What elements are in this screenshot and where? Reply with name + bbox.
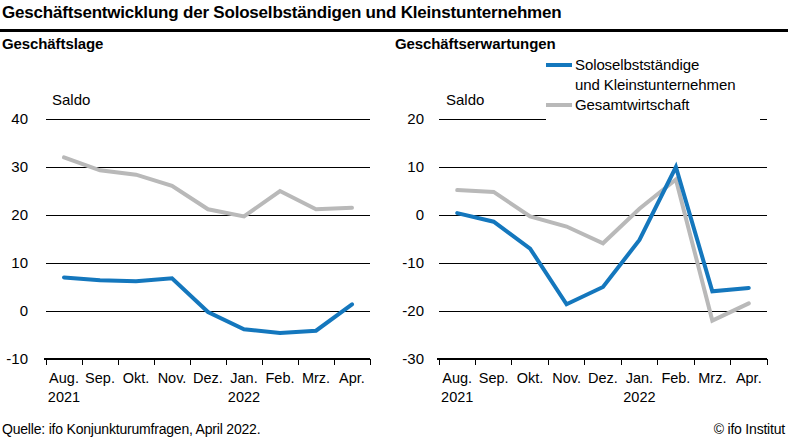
- x-tick-label: Apr.: [736, 370, 762, 386]
- series-line-gesamtwirtschaft: [64, 157, 352, 216]
- y-tick-label: -20: [402, 302, 424, 319]
- x-tick-label: Nov.: [552, 370, 581, 386]
- x-tick-label: Jan.: [230, 370, 257, 386]
- series-line-gesamtwirtschaft: [457, 179, 749, 320]
- header-rule: [0, 29, 788, 32]
- legend-item-soloselbststaendige: Soloselbstständige und Kleinstunternehme…: [546, 55, 760, 95]
- series-line-soloselbststaendige-kleinstunternehmen: [457, 167, 749, 304]
- copyright-note: © ifo Institut: [714, 421, 785, 437]
- y-tick-label: -10: [6, 350, 28, 367]
- y-tick-label: 30: [11, 158, 28, 175]
- charts-canvas: 40 30 20 10 0 -10 Aug. Sep. Okt. Nov. Dez. Jan. Feb.…: [0, 80, 788, 420]
- x-tick-label: Dez.: [193, 370, 223, 386]
- x-tick-label: Feb.: [661, 370, 690, 386]
- year-label: 2021: [441, 389, 473, 405]
- x-tick-label: Aug.: [442, 370, 472, 386]
- x-tick-label: Mrz.: [698, 370, 726, 386]
- y-tick-label: -30: [402, 350, 424, 367]
- ifo-chart-figure: Geschäftsentwicklung der Soloselbständig…: [0, 0, 788, 443]
- legend-label: Gesamtwirtschaft: [575, 95, 689, 115]
- source-note: Quelle: ifo Konjunkturumfragen, April 20…: [2, 421, 260, 437]
- year-label: 2022: [623, 389, 655, 405]
- y-tick-label: 10: [407, 158, 424, 175]
- x-tick-label: Dez.: [588, 370, 618, 386]
- y-tick-label: 20: [407, 110, 424, 127]
- x-tick-label: Sep.: [479, 370, 509, 386]
- year-label: 2021: [48, 389, 80, 405]
- x-tick-label: Jan.: [626, 370, 653, 386]
- x-tick-label: Okt.: [517, 370, 544, 386]
- y-tick-label: -10: [402, 254, 424, 271]
- x-tick-label: Nov.: [158, 370, 187, 386]
- legend-label: Soloselbstständige und Kleinstunternehme…: [575, 55, 735, 95]
- year-label: 2022: [228, 389, 260, 405]
- y-tick-label: 0: [20, 302, 28, 319]
- y-tick-label: 40: [11, 110, 28, 127]
- x-tick-label: Aug.: [49, 370, 79, 386]
- legend-line-sample-blue: [546, 63, 572, 67]
- y-tick-label: 10: [11, 254, 28, 271]
- x-tick-label: Feb.: [265, 370, 294, 386]
- panel-title-geschaeftserwartungen: Geschäftserwartungen: [395, 35, 556, 52]
- x-tick-label: Apr.: [339, 370, 365, 386]
- legend-line-sample-gray: [546, 103, 572, 107]
- x-tick-label: Sep.: [85, 370, 115, 386]
- y-tick-label: 20: [11, 206, 28, 223]
- panel-title-geschaeftslage: Geschäftslage: [2, 35, 103, 52]
- x-tick-label: Mrz.: [302, 370, 330, 386]
- saldo-label: Saldo: [446, 91, 484, 108]
- x-tick-label: Okt.: [123, 370, 150, 386]
- y-tick-label: 0: [416, 206, 424, 223]
- legend-item-gesamtwirtschaft: Gesamtwirtschaft: [546, 95, 760, 115]
- saldo-label: Saldo: [52, 91, 90, 108]
- legend: Soloselbstständige und Kleinstunternehme…: [546, 55, 760, 121]
- series-line-soloselbststaendige-kleinstunternehmen: [64, 277, 352, 333]
- page-title: Geschäftsentwicklung der Soloselbständig…: [2, 3, 561, 23]
